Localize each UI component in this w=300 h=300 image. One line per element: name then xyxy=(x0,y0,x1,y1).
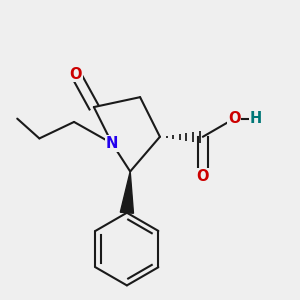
Text: N: N xyxy=(106,136,118,151)
Text: O: O xyxy=(228,111,241,126)
Polygon shape xyxy=(120,172,134,213)
Text: H: H xyxy=(250,111,262,126)
Text: O: O xyxy=(69,67,82,82)
Text: O: O xyxy=(196,169,209,184)
